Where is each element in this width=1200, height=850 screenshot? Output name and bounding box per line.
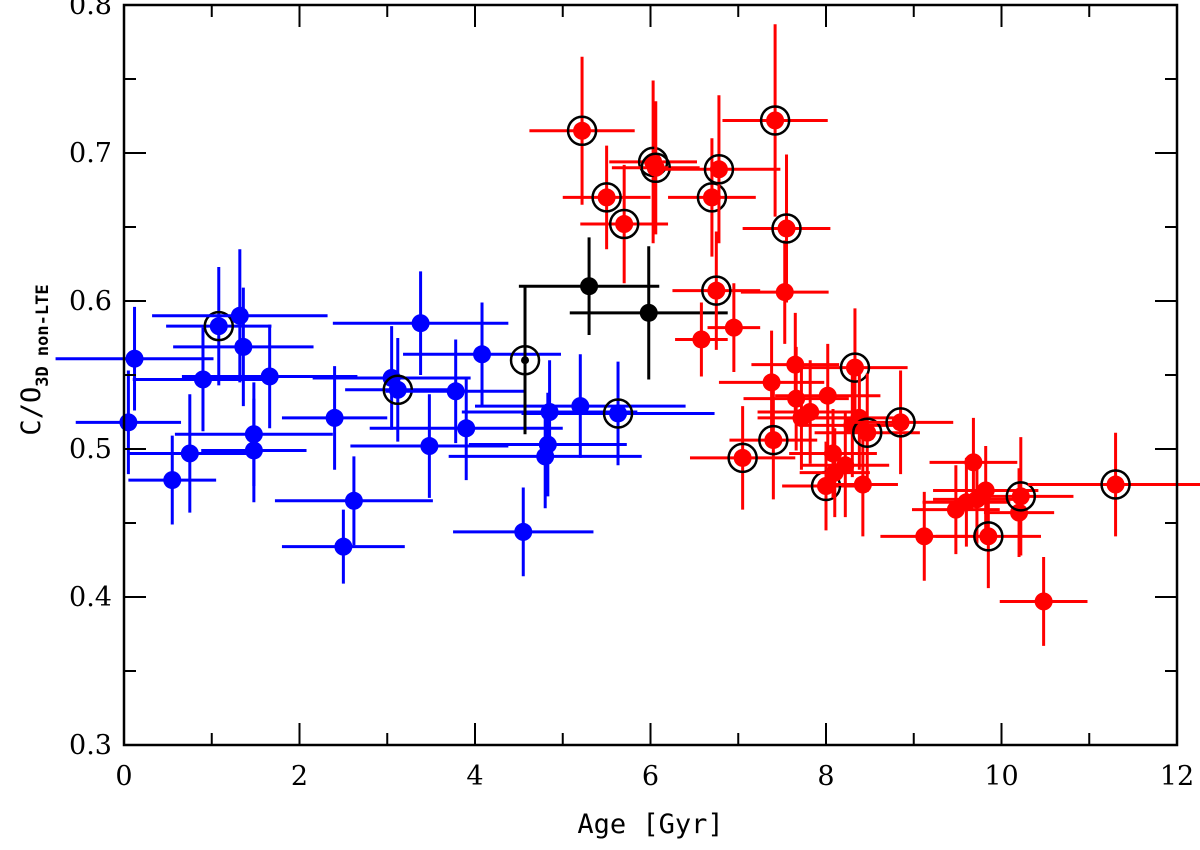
data-point: [446, 382, 465, 401]
blue-series: [55, 249, 715, 584]
y-axis-label-main: C/O: [16, 387, 47, 436]
data-point: [858, 423, 877, 442]
highlight-ring: [758, 424, 789, 456]
data-point: [845, 358, 864, 377]
data-point: [615, 215, 634, 234]
data-point: [979, 527, 998, 546]
data-point: [538, 435, 557, 454]
highlight-ring: [851, 417, 883, 448]
y-axis-label: C/O3D non-LTE: [16, 284, 53, 435]
y-tick-label: 0.4: [69, 582, 112, 613]
data-point: [344, 491, 363, 510]
data-point: [1011, 487, 1030, 506]
x-tick-label: 8: [817, 761, 834, 792]
data-marks: [55, 24, 1200, 646]
data-point: [836, 456, 855, 475]
data-point: [964, 453, 983, 472]
data-point: [1034, 592, 1053, 611]
data-point: [163, 471, 182, 490]
data-point: [766, 111, 785, 130]
data-point: [707, 281, 726, 300]
x-tick-label: 12: [1160, 761, 1194, 792]
x-tick-label: 6: [642, 761, 659, 792]
highlight-ring: [203, 310, 235, 342]
data-point: [915, 527, 934, 546]
highlight-ring: [602, 398, 634, 429]
data-point: [724, 318, 743, 337]
data-point: [709, 160, 728, 179]
data-point: [119, 413, 138, 432]
data-point: [420, 437, 439, 456]
red-series: [529, 24, 1200, 646]
data-point: [639, 303, 658, 322]
data-point: [853, 475, 872, 494]
highlight-ring: [509, 344, 541, 376]
data-point: [764, 431, 783, 450]
y-tick-label: 0.7: [69, 138, 112, 169]
data-point: [580, 277, 599, 296]
data-point: [692, 330, 711, 349]
x-axis-label: Age [Gyr]: [577, 809, 723, 840]
highlight-ring: [885, 407, 916, 438]
data-point: [824, 444, 843, 463]
axis-ticks: 0 2 4 6 8 10 12 0.3 0.4 0.5 0.6 0.7 0.8: [69, 0, 1194, 792]
data-point: [571, 397, 590, 416]
highlight-ring: [839, 352, 871, 383]
x-tick-label: 2: [291, 761, 308, 792]
highlight-ring: [759, 105, 791, 136]
highlight-ring: [696, 182, 728, 213]
data-point: [573, 121, 592, 140]
data-point: [514, 522, 533, 541]
data-point: [801, 403, 820, 421]
data-point: [762, 373, 781, 392]
highlight-ring: [701, 275, 732, 306]
x-tick-label: 0: [115, 761, 132, 792]
highlight-ring: [591, 182, 622, 213]
data-point: [125, 349, 144, 368]
highlight-ring: [771, 213, 802, 244]
data-point: [244, 441, 263, 460]
data-point: [818, 386, 837, 405]
data-point: [817, 477, 835, 495]
data-point: [597, 188, 616, 207]
data-point: [646, 158, 665, 177]
data-point: [334, 537, 353, 556]
y-tick-label: 0.6: [69, 286, 112, 317]
data-point: [702, 188, 721, 207]
data-point: [325, 408, 344, 427]
highlight-ring: [1100, 469, 1131, 500]
data-point: [457, 419, 476, 438]
highlight-ring: [608, 208, 640, 240]
y-tick-label: 0.3: [69, 730, 112, 761]
data-point: [521, 356, 530, 365]
y-tick-label: 0.8: [69, 0, 112, 21]
data-point: [260, 367, 279, 386]
data-point: [411, 314, 430, 333]
highlight-ring: [727, 442, 758, 474]
data-point: [891, 413, 910, 432]
data-point: [733, 448, 752, 467]
highlight-ring: [566, 115, 598, 147]
highlight-ring: [973, 521, 1004, 552]
data-point: [209, 317, 228, 336]
x-tick-label: 4: [466, 761, 483, 792]
data-point: [473, 345, 492, 364]
data-point: [777, 219, 796, 238]
data-point: [609, 404, 628, 423]
y-tick-label: 0.5: [69, 434, 112, 465]
highlight-ring: [1005, 481, 1037, 512]
highlight-ring: [703, 154, 735, 185]
x-tick-label: 10: [984, 761, 1018, 792]
data-point: [1106, 475, 1125, 494]
data-point: [230, 306, 249, 325]
data-point: [775, 283, 794, 302]
data-point: [180, 444, 199, 463]
y-axis-label-subscript: 3D non-LTE: [33, 284, 53, 386]
data-point: [234, 337, 253, 356]
black-series: [509, 237, 728, 435]
data-point: [193, 370, 212, 389]
